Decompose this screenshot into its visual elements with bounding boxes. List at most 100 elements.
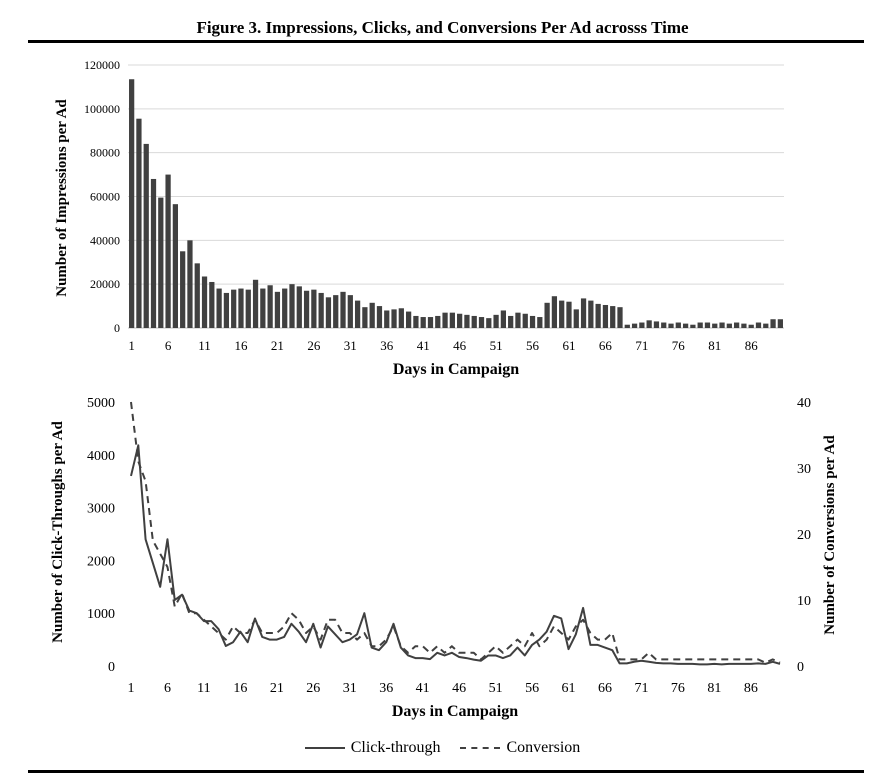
impressions-bar <box>435 315 441 328</box>
impressions-bar <box>763 323 769 328</box>
impressions-bar <box>362 307 368 328</box>
figure-title: Figure 3. Impressions, Clicks, and Conve… <box>196 18 689 37</box>
impressions-bar <box>682 323 689 328</box>
impressions-bar <box>340 291 346 328</box>
clicks-x-tick-labels: 1 6 11 16 21 26 31 36 41 46 51 56 61 66 71 76 81 86 <box>128 681 758 696</box>
impressions-gridlines <box>128 64 784 329</box>
clicks-x-tick: 11 <box>197 681 210 696</box>
impressions-bar <box>551 296 558 328</box>
legend-label-click-through: Click-through <box>350 739 441 756</box>
conversions-y-axis-label: Number of Conversions per Ad <box>822 435 838 635</box>
conversions-y-tick-labels: 0 10 20 30 40 <box>797 396 811 675</box>
clicks-x-tick: 21 <box>270 681 284 696</box>
impressions-bar <box>267 285 273 328</box>
impressions-bar <box>748 324 754 328</box>
impressions-x-tick: 26 <box>307 338 321 353</box>
clicks-x-tick: 26 <box>306 681 320 696</box>
impressions-bar <box>602 304 609 328</box>
impressions-bar <box>559 300 565 328</box>
clicks-y-tick: 5000 <box>87 396 115 411</box>
impressions-bar <box>566 301 572 328</box>
clicks-x-tick: 81 <box>707 681 721 696</box>
clicks-x-tick: 86 <box>744 681 758 696</box>
impressions-bar <box>347 295 353 328</box>
impressions-x-tick: 21 <box>271 338 284 353</box>
conversions-y-tick: 20 <box>797 528 811 543</box>
impressions-x-axis-label: Days in Campaign <box>393 361 519 378</box>
impressions-bar <box>216 288 222 328</box>
impressions-bar <box>354 300 361 328</box>
impressions-bar <box>617 307 623 328</box>
impressions-bar <box>741 323 747 328</box>
impressions-bar <box>165 174 171 328</box>
impressions-bar <box>325 297 332 328</box>
clicks-conversions-lines <box>130 401 781 666</box>
impressions-bar <box>260 288 266 328</box>
conversions-y-tick: 40 <box>797 396 811 411</box>
clicks-x-tick: 41 <box>416 681 430 696</box>
impressions-x-tick: 31 <box>344 338 357 353</box>
clicks-y-tick-labels: 0 1000 2000 3000 4000 5000 <box>87 396 115 675</box>
clicks-x-tick: 31 <box>343 681 357 696</box>
legend-item-conversion: Conversion <box>460 739 580 757</box>
impressions-bar <box>522 313 528 328</box>
impressions-bar <box>486 318 492 328</box>
impressions-bar <box>690 324 696 328</box>
impressions-bar <box>719 322 725 328</box>
impressions-bar <box>449 312 455 328</box>
impressions-x-tick: 86 <box>745 338 759 353</box>
impressions-y-tick: 120000 <box>84 58 120 72</box>
impressions-bar <box>493 314 499 328</box>
impressions-bar <box>282 288 288 328</box>
clicks-y-tick: 0 <box>108 660 115 675</box>
impressions-x-tick: 11 <box>198 338 211 353</box>
impressions-bar <box>333 295 339 328</box>
impressions-bar <box>653 321 660 328</box>
impressions-bar <box>194 263 200 328</box>
impressions-x-tick: 81 <box>708 338 721 353</box>
impressions-x-tick: 76 <box>672 338 686 353</box>
impressions-bar <box>413 315 419 328</box>
impressions-bar <box>631 323 638 328</box>
impressions-bar <box>529 315 536 328</box>
conversion-line <box>130 401 781 664</box>
impressions-bar <box>296 286 302 328</box>
clicks-x-tick: 51 <box>489 681 503 696</box>
legend-dashed-line-swatch <box>460 747 501 749</box>
impressions-x-tick: 6 <box>165 338 172 353</box>
impressions-bar <box>515 312 521 328</box>
impressions-bar <box>639 322 645 328</box>
conversions-y-tick: 30 <box>797 462 811 477</box>
impressions-bar <box>201 276 208 328</box>
impressions-bar <box>187 240 193 328</box>
impressions-x-tick: 66 <box>599 338 613 353</box>
impressions-bar <box>733 322 740 328</box>
impressions-bar <box>311 289 317 328</box>
impressions-bar <box>544 302 550 328</box>
impressions-bar <box>150 178 157 328</box>
impressions-bar <box>646 320 652 328</box>
impressions-bar <box>471 315 477 328</box>
impressions-bar <box>668 323 674 328</box>
clicks-x-tick: 46 <box>452 681 466 696</box>
impressions-bar <box>500 310 507 328</box>
legend-solid-line-swatch <box>304 747 345 749</box>
impressions-x-tick: 46 <box>453 338 467 353</box>
impressions-x-tick: 41 <box>417 338 430 353</box>
impressions-bar <box>143 143 149 328</box>
clicks-y-tick: 2000 <box>87 554 115 569</box>
impressions-bar <box>384 310 390 328</box>
impressions-y-tick: 100000 <box>84 102 120 116</box>
clicks-x-tick: 36 <box>379 681 393 696</box>
impressions-bar <box>457 313 463 328</box>
impressions-bar <box>464 314 470 328</box>
impressions-x-tick: 71 <box>635 338 648 353</box>
impressions-y-tick-labels: 0 20000 40000 60000 80000 100000 120000 <box>84 58 120 335</box>
impressions-y-axis-label: Number of Impressions per Ad <box>54 99 70 297</box>
impressions-bar <box>704 322 711 328</box>
legend: Click-through Conversion <box>0 736 885 757</box>
impressions-bar <box>391 309 397 328</box>
